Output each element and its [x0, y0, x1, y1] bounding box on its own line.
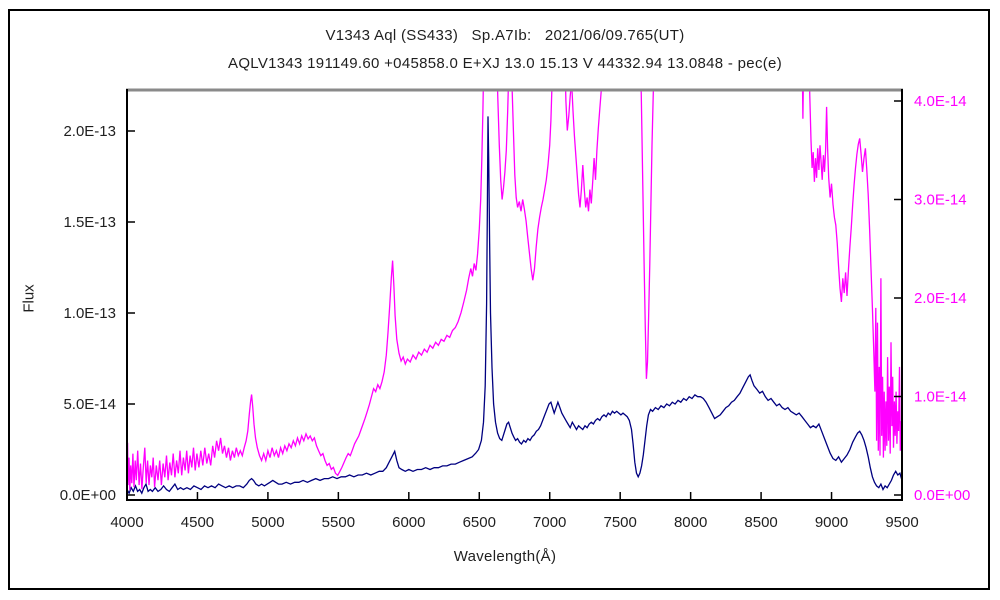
chart-subtitle-catalog-record: AQLV1343 191149.60 +045858.0 E+XJ 13.0 1… — [228, 55, 782, 72]
x-tick-label: 5000 — [251, 514, 284, 531]
x-tick-label: 6500 — [463, 514, 496, 531]
y-axis-label-flux: Flux — [20, 284, 38, 313]
y-right-tick-label: 4.0E-14 — [914, 93, 967, 110]
y-right-tick-label: 1.0E-14 — [914, 389, 967, 406]
y-left-tick-label: 0.0E+00 — [60, 487, 116, 504]
x-tick-label: 7000 — [533, 514, 566, 531]
x-tick-label: 4000 — [110, 514, 143, 531]
y-left-tick-label: 1.0E-13 — [63, 305, 116, 322]
comparison-spectrum-polyline — [127, 90, 902, 491]
x-tick-label: 7500 — [603, 514, 636, 531]
y-right-tick-label: 0.0E+00 — [914, 487, 970, 504]
y-left-tick-label: 5.0E-14 — [63, 396, 116, 413]
x-tick-label: 4500 — [181, 514, 214, 531]
y-right-tick-label: 3.0E-14 — [914, 192, 967, 209]
x-tick-label: 8000 — [674, 514, 707, 531]
x-tick-label: 9500 — [885, 514, 918, 531]
y-left-tick-label: 1.5E-13 — [63, 214, 116, 231]
chart-title-object-info: V1343 Aql (SS433) Sp.A7Ib: 2021/06/09.76… — [325, 27, 685, 44]
y-right-tick-label: 2.0E-14 — [914, 290, 967, 307]
flux-spectrum-polyline — [127, 116, 902, 495]
x-axis-label-wavelength: Wavelength(Å) — [453, 548, 557, 565]
x-tick-label: 8500 — [744, 514, 777, 531]
x-tick-label: 9000 — [815, 514, 848, 531]
x-tick-label: 5500 — [322, 514, 355, 531]
y-left-tick-label: 2.0E-13 — [63, 123, 116, 140]
curves-group — [127, 90, 902, 495]
x-tick-label: 6000 — [392, 514, 425, 531]
